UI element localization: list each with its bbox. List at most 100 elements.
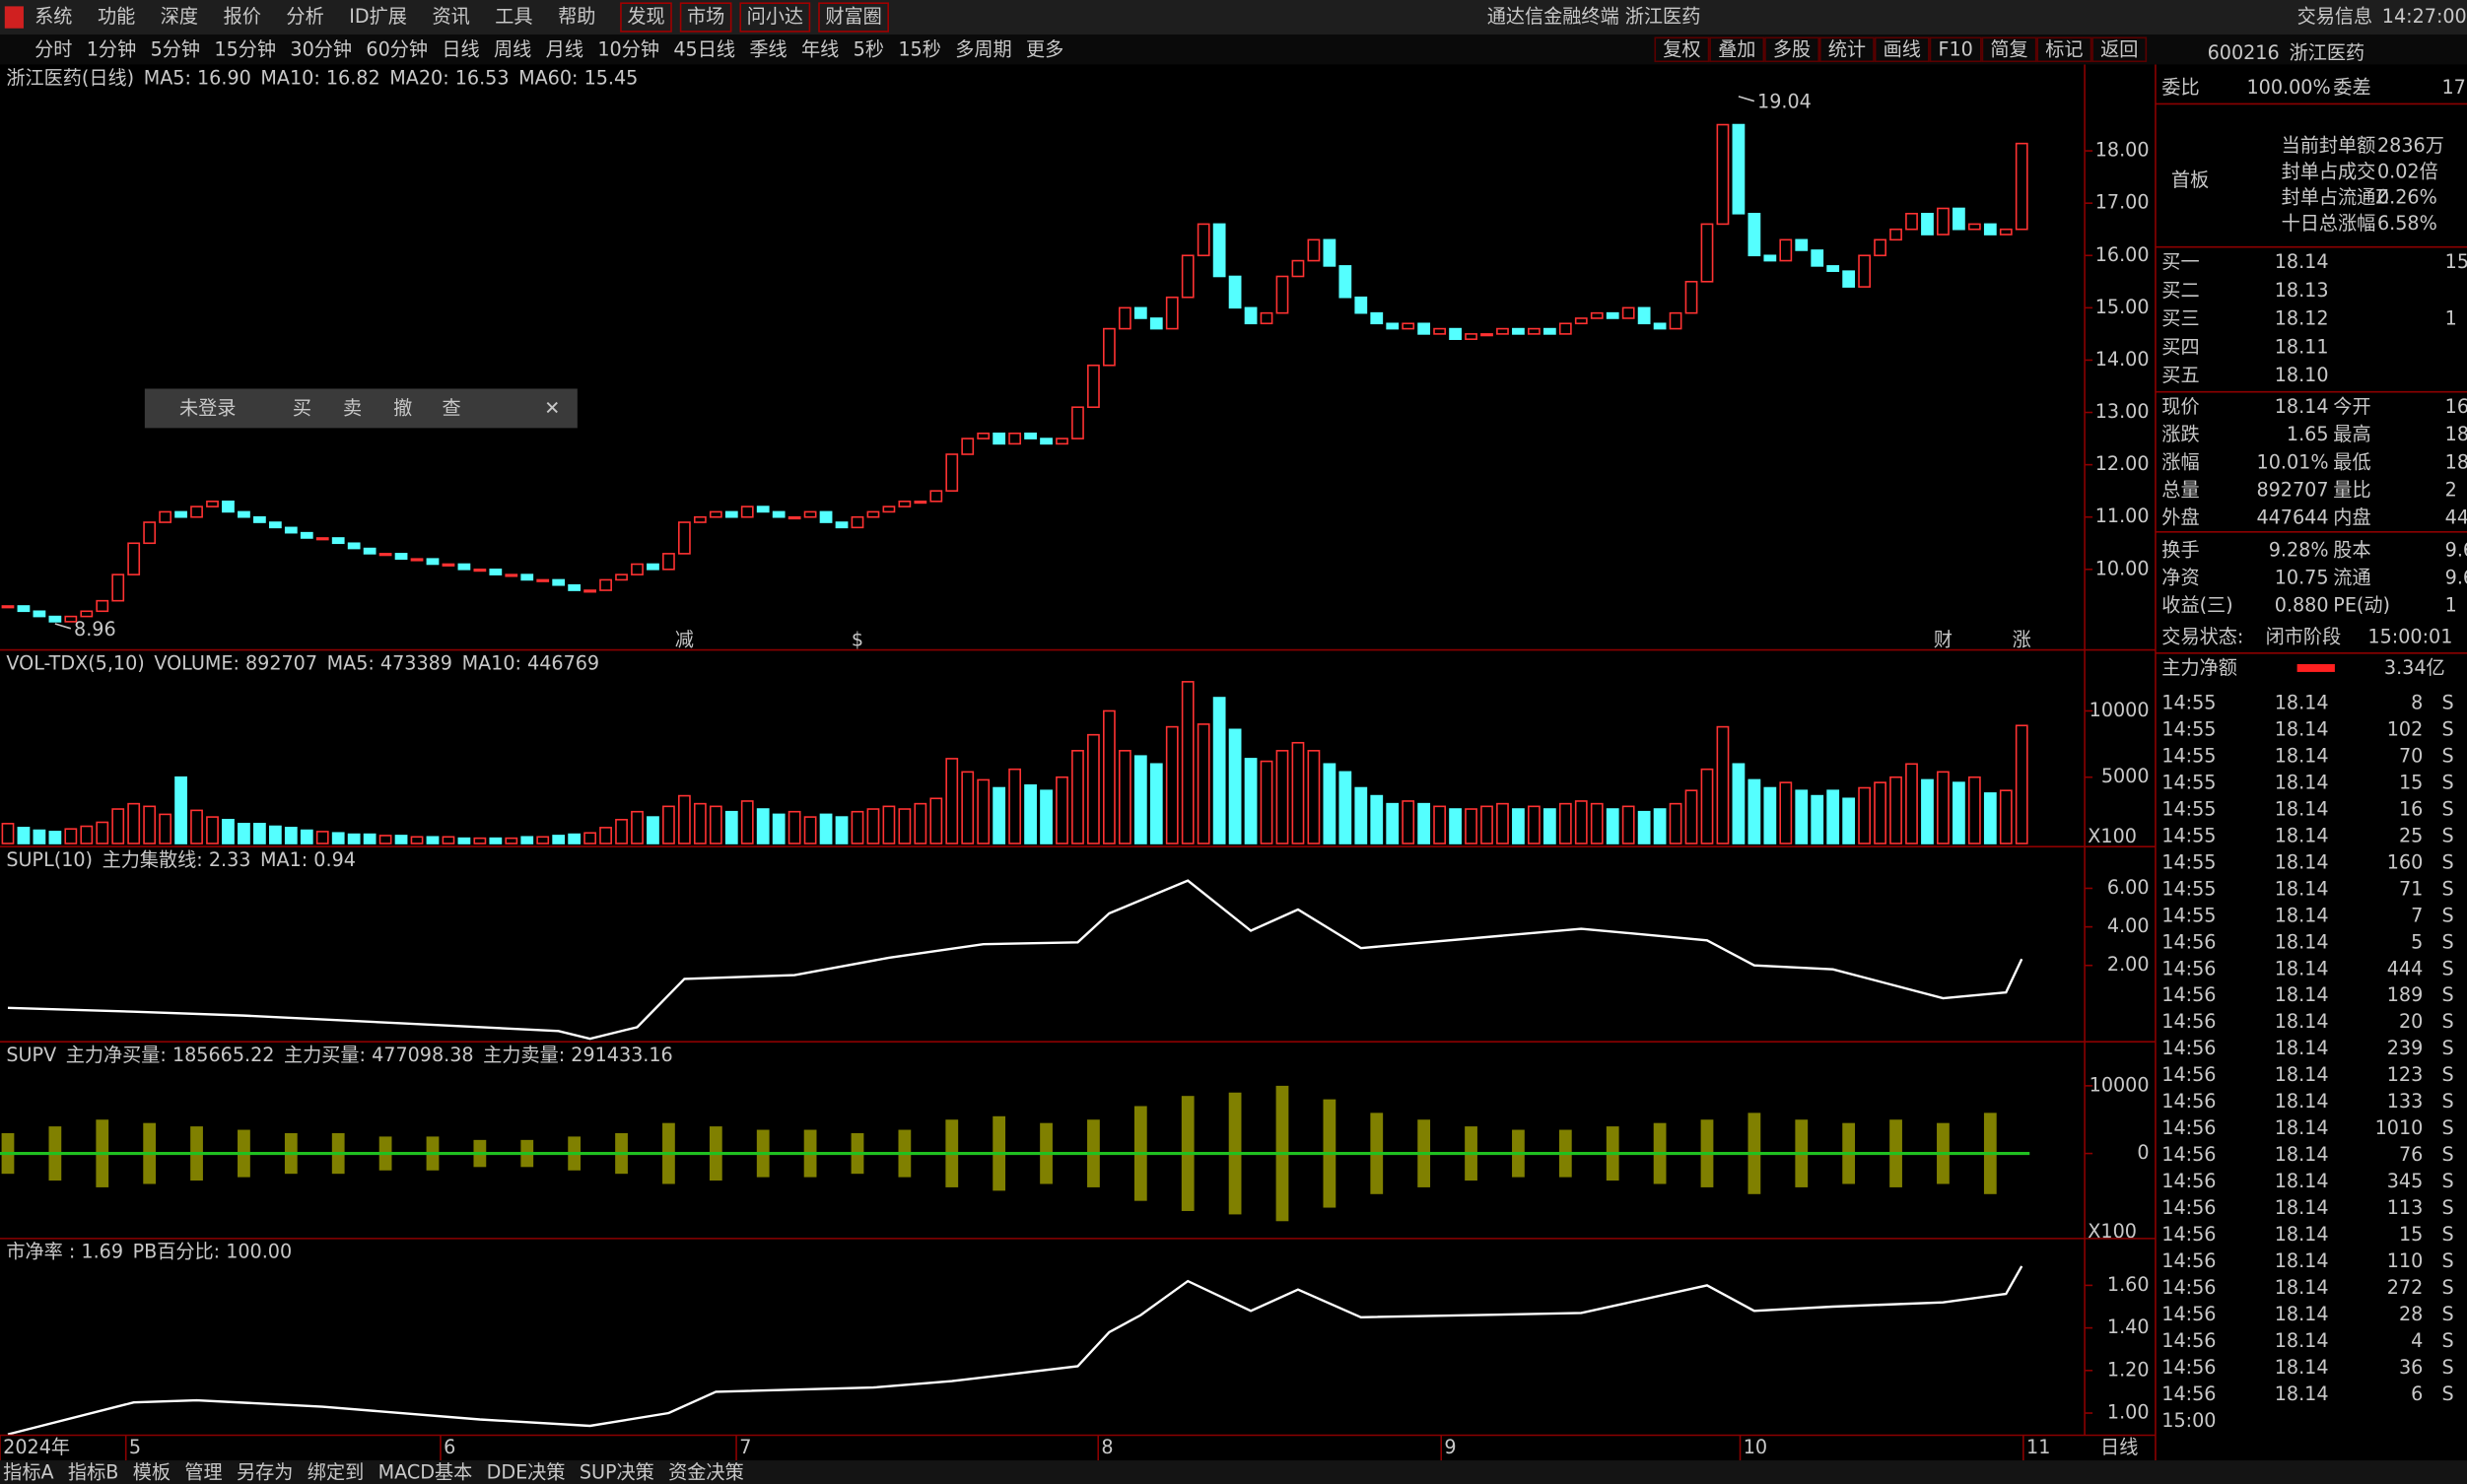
period-tab[interactable]: 5秒: [854, 38, 884, 61]
candle: [1433, 327, 1447, 335]
trade-info[interactable]: 交易信息: [2297, 5, 2373, 28]
bottom-tab[interactable]: 管理: [184, 1460, 222, 1483]
period-tab[interactable]: 1分钟: [87, 38, 136, 61]
tick-price: 18.14: [2275, 1010, 2329, 1033]
volume-bar: [1071, 750, 1084, 844]
period-tab[interactable]: 45日线: [673, 38, 735, 61]
volume-bar: [1669, 802, 1682, 844]
menu-item[interactable]: ID扩展: [349, 5, 407, 28]
period-tab[interactable]: 年线: [801, 38, 839, 61]
candle: [1386, 322, 1400, 330]
volume-bar: [1653, 808, 1667, 844]
tool-button[interactable]: F10: [1938, 38, 1972, 61]
tick-time: 14:56: [2161, 1010, 2216, 1033]
candle: [284, 526, 298, 534]
float-button[interactable]: 撤: [393, 397, 412, 420]
tool-button[interactable]: 标记: [2045, 38, 2083, 61]
bottom-tab[interactable]: 资金决策: [668, 1460, 744, 1483]
book-label: 买二: [2161, 279, 2199, 302]
bottom-tab[interactable]: 指标B: [68, 1460, 118, 1483]
stat-value: 1: [2445, 594, 2457, 617]
candle: [1118, 306, 1131, 330]
candle: [898, 500, 912, 507]
candle: [615, 573, 628, 581]
float-button[interactable]: 买: [293, 397, 311, 420]
candle: [662, 553, 675, 571]
status-label: 交易状态:: [2161, 625, 2243, 647]
bottom-tab[interactable]: SUP决策: [580, 1460, 654, 1483]
period-tab[interactable]: 日线: [442, 38, 479, 61]
period-tab[interactable]: 10分钟: [597, 38, 659, 61]
bottom-tab[interactable]: DDE决策: [487, 1460, 566, 1483]
candle: [1338, 265, 1352, 299]
stat-label: 内盘: [2333, 506, 2370, 529]
menu-highlight[interactable]: 财富圈: [825, 5, 881, 28]
menu-item[interactable]: 工具: [495, 5, 532, 28]
volume-bar: [1, 823, 15, 844]
period-tab[interactable]: 15分钟: [214, 38, 276, 61]
tick-time: 14:56: [2161, 1143, 2216, 1166]
menu-item[interactable]: 功能: [98, 5, 135, 28]
period-tab[interactable]: 更多: [1026, 38, 1063, 61]
menu-item[interactable]: 分析: [286, 5, 323, 28]
tick-side: S: [2441, 717, 2453, 740]
bottom-tab[interactable]: MACD基本: [378, 1460, 473, 1483]
bottom-tab[interactable]: 指标A: [3, 1460, 53, 1483]
panel-legend: PB百分比: 100.00: [133, 1241, 293, 1263]
tool-button[interactable]: 多股: [1773, 38, 1811, 61]
menu-item[interactable]: 系统: [34, 5, 72, 28]
period-tab[interactable]: 30分钟: [290, 38, 352, 61]
menu-item[interactable]: 报价: [224, 5, 261, 28]
tool-button[interactable]: 复权: [1663, 38, 1700, 61]
period-tab[interactable]: 分时: [34, 38, 72, 61]
event-marker[interactable]: 涨: [2013, 628, 2031, 650]
period-tab[interactable]: 月线: [546, 38, 583, 61]
candle: [1747, 212, 1761, 257]
tick-time: 14:56: [2161, 1223, 2216, 1246]
menu-item[interactable]: 帮助: [558, 5, 595, 28]
tool-button[interactable]: 简复: [1990, 38, 2027, 61]
tool-button[interactable]: 统计: [1828, 38, 1866, 61]
y-tick-label: 4.00: [2107, 914, 2150, 937]
period-tab[interactable]: 60分钟: [366, 38, 428, 61]
float-button[interactable]: 未登录: [179, 397, 236, 420]
menu-item[interactable]: 深度: [161, 5, 198, 28]
period-tab[interactable]: 15秒: [898, 38, 940, 61]
event-marker[interactable]: $: [852, 628, 863, 650]
y-tick-label: 1.40: [2107, 1315, 2150, 1338]
tick-price: 18.14: [2275, 957, 2329, 979]
tick-price: 18.14: [2275, 1170, 2329, 1192]
event-marker[interactable]: 减: [675, 628, 694, 650]
volume-bar: [1858, 786, 1872, 844]
bottom-tab[interactable]: 另存为: [237, 1460, 293, 1483]
volume-bar: [1496, 802, 1509, 844]
period-tab[interactable]: 5分钟: [151, 38, 200, 61]
tool-button[interactable]: 叠加: [1718, 38, 1755, 61]
tool-button[interactable]: 返回: [2100, 38, 2138, 61]
candle: [1228, 275, 1242, 309]
stat-value: 9.28%: [2269, 538, 2329, 561]
volume-bar: [536, 836, 550, 844]
period-tab[interactable]: 多周期: [955, 38, 1011, 61]
menu-highlight[interactable]: 市场: [687, 5, 724, 28]
volume-bar: [253, 823, 266, 844]
candle: [1967, 223, 1981, 231]
event-marker[interactable]: 财: [1934, 628, 1953, 650]
volume-bar: [1921, 778, 1934, 844]
menu-highlight[interactable]: 问小达: [747, 5, 803, 28]
menu-item[interactable]: 资讯: [432, 5, 469, 28]
float-button[interactable]: 卖: [343, 397, 362, 420]
period-tab[interactable]: 季线: [749, 38, 787, 61]
volume-bar: [631, 810, 644, 844]
period-tab[interactable]: 周线: [494, 38, 531, 61]
tool-button[interactable]: 画线: [1884, 38, 1921, 61]
book-price: 18.14: [2275, 250, 2329, 273]
menu-highlight[interactable]: 发现: [627, 5, 664, 28]
float-button[interactable]: 查: [443, 397, 461, 420]
candle: [127, 542, 141, 575]
menu-highlight-box: [679, 2, 732, 33]
candle: [48, 615, 62, 623]
bottom-tab[interactable]: 模板: [133, 1460, 171, 1483]
candle: [1133, 306, 1147, 319]
bottom-tab[interactable]: 绑定到: [308, 1460, 364, 1483]
